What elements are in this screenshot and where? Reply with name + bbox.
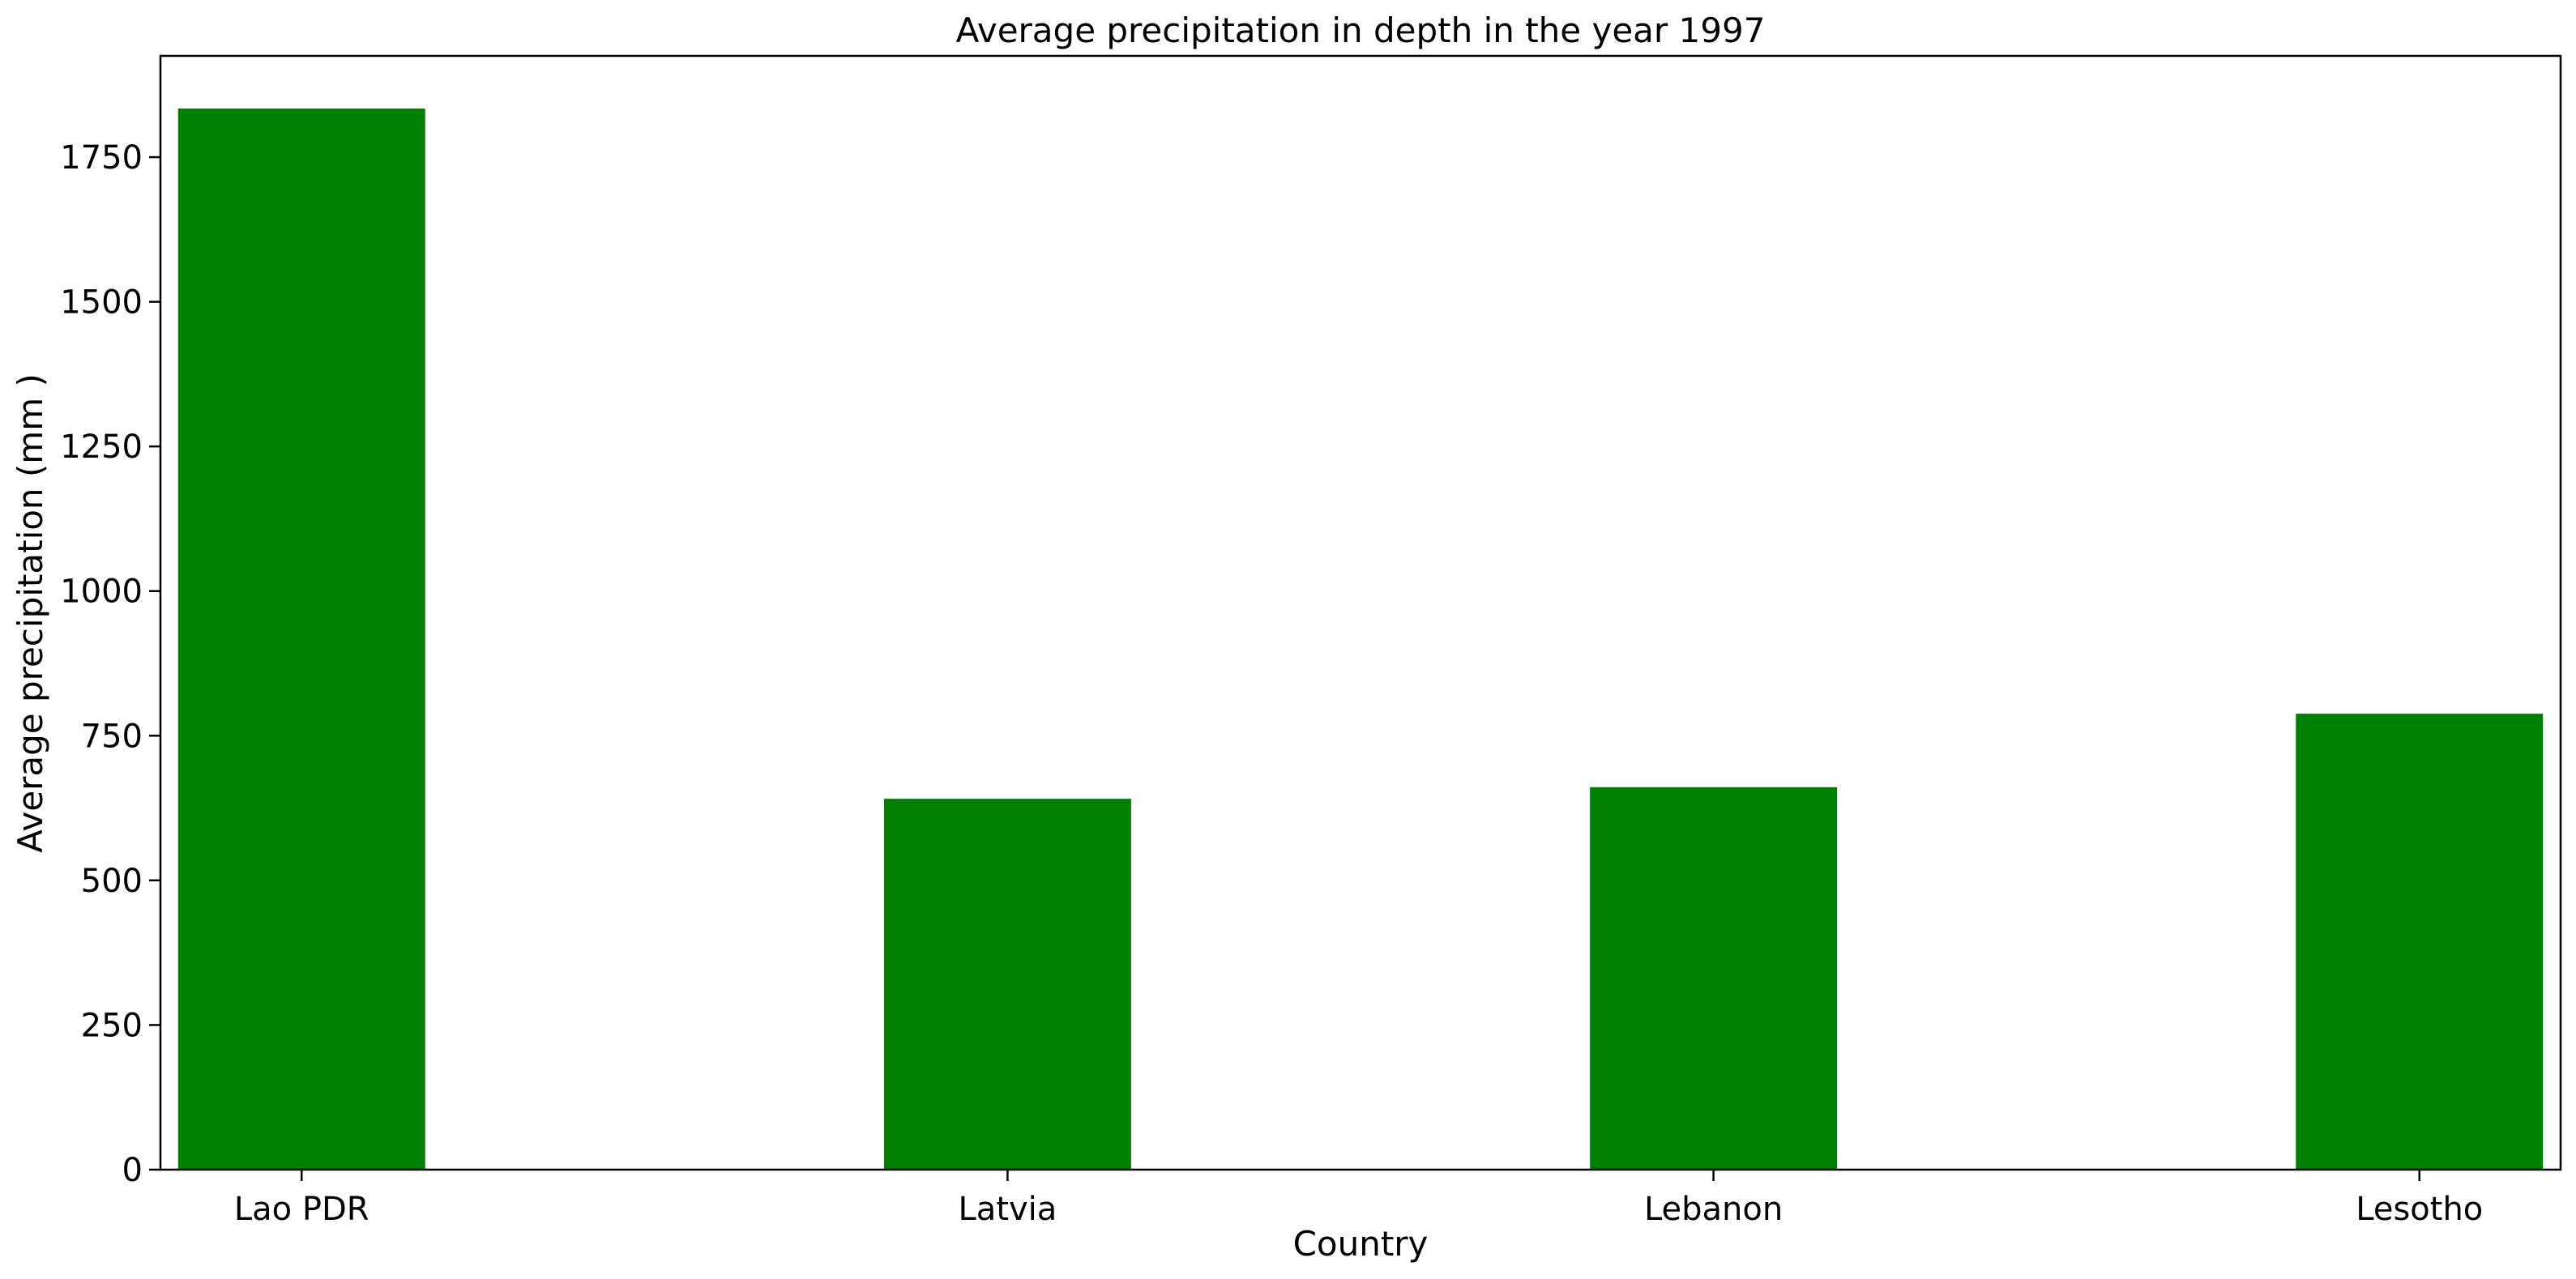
y-tick-label: 1750 xyxy=(60,139,143,177)
y-tick-label: 0 xyxy=(122,1152,143,1189)
bar-lao-pdr xyxy=(177,109,425,1170)
bars xyxy=(177,109,2544,1170)
bar-lesotho xyxy=(2296,714,2544,1170)
y-tick-label: 1000 xyxy=(60,573,143,611)
y-tick-label: 500 xyxy=(81,863,143,900)
x-tick-label: Lesotho xyxy=(2356,1191,2483,1228)
x-axis-ticks: Lao PDR Latvia Lebanon Lesotho xyxy=(234,1170,2483,1228)
x-tick-label: Lao PDR xyxy=(234,1191,370,1228)
plot-frame xyxy=(159,54,2562,1171)
x-tick-label: Lebanon xyxy=(1644,1191,1783,1228)
x-axis-title: Country xyxy=(1293,1224,1429,1264)
chart-title: Average precipitation in depth in the ye… xyxy=(956,11,1766,50)
y-axis-ticks: 0 250 500 750 1000 1250 1500 1750 xyxy=(60,139,160,1189)
y-tick-label: 250 xyxy=(81,1007,143,1044)
y-tick-label: 750 xyxy=(81,718,143,755)
bar-lebanon xyxy=(1590,787,1838,1170)
y-tick-label: 1250 xyxy=(60,428,143,466)
y-tick-label: 1500 xyxy=(60,284,143,322)
bar-latvia xyxy=(883,799,1131,1170)
y-axis-title: Average precipitation (mm ) xyxy=(11,373,50,853)
x-tick-label: Latvia xyxy=(959,1191,1057,1228)
